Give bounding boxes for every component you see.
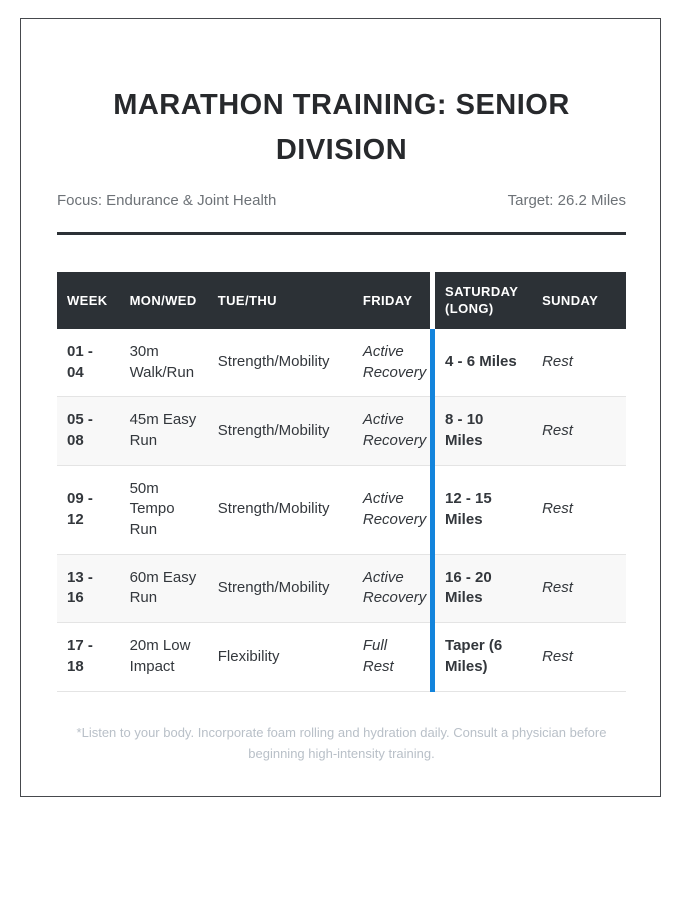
cell-friday: Active Recovery	[352, 554, 433, 624]
cell-tue-thu: Strength/Mobility	[207, 396, 353, 466]
cell-tue-thu: Strength/Mobility	[207, 554, 353, 624]
table-row-weeks-05-08: 05 - 08 45m Easy Run Strength/Mobility A…	[57, 396, 626, 466]
cell-sunday: Rest	[532, 554, 626, 624]
cell-saturday-long: 12 - 15 Miles	[430, 465, 533, 555]
cell-tue-thu: Flexibility	[207, 622, 353, 692]
table-row-weeks-17-18: 17 - 18 20m Low Impact Flexibility Full …	[57, 622, 626, 692]
table-row-weeks-01-04: 01 - 04 30m Walk/Run Strength/Mobility A…	[57, 328, 626, 398]
table-row-weeks-13-16: 13 - 16 60m Easy Run Strength/Mobility A…	[57, 554, 626, 624]
cell-tue-thu: Strength/Mobility	[207, 465, 353, 555]
cell-saturday-long: 16 - 20 Miles	[430, 554, 533, 624]
divider-rule	[57, 231, 626, 235]
table-row-weeks-09-12: 09 - 12 50m Tempo Run Strength/Mobility …	[57, 465, 626, 555]
cell-friday: Active Recovery	[352, 396, 433, 466]
cell-saturday-long: Taper (6 Miles)	[430, 622, 533, 692]
cell-week: 01 - 04	[57, 328, 120, 398]
col-header-sunday: SUNDAY	[532, 271, 626, 329]
cell-sunday: Rest	[532, 328, 626, 398]
footnote: *Listen to your body. Incorporate foam r…	[76, 724, 607, 761]
cell-tue-thu: Strength/Mobility	[207, 328, 353, 398]
cell-week: 05 - 08	[57, 396, 120, 466]
cell-saturday-long: 4 - 6 Miles	[430, 328, 533, 398]
meta-row: Focus: Endurance & Joint Health Target: …	[57, 192, 626, 209]
cell-friday: Active Recovery	[352, 328, 433, 398]
col-header-tue-thu: TUE/THU	[207, 271, 353, 329]
cell-sunday: Rest	[532, 465, 626, 555]
cell-mon-wed: 30m Walk/Run	[119, 328, 208, 398]
target-label: Target: 26.2 Miles	[507, 191, 626, 209]
training-schedule-table: WEEK MON/WED TUE/THU FRIDAY SATURDAY (LO…	[57, 271, 626, 692]
page-title: MARATHON TRAINING: SENIOR DIVISION	[113, 89, 570, 166]
table-header-row: WEEK MON/WED TUE/THU FRIDAY SATURDAY (LO…	[57, 271, 626, 329]
cell-sunday: Rest	[532, 396, 626, 466]
cell-mon-wed: 50m Tempo Run	[119, 465, 208, 555]
col-header-saturday-long: SATURDAY (LONG)	[430, 271, 533, 329]
focus-label: Focus: Endurance & Joint Health	[57, 191, 277, 209]
col-header-friday: FRIDAY	[352, 271, 433, 329]
cell-week: 13 - 16	[57, 554, 120, 624]
cell-sunday: Rest	[532, 622, 626, 692]
cell-week: 17 - 18	[57, 622, 120, 692]
cell-mon-wed: 20m Low Impact	[119, 622, 208, 692]
cell-week: 09 - 12	[57, 465, 120, 555]
cell-friday: Active Recovery	[352, 465, 433, 555]
col-header-week: WEEK	[57, 271, 120, 329]
cell-mon-wed: 60m Easy Run	[119, 554, 208, 624]
cell-mon-wed: 45m Easy Run	[119, 396, 208, 466]
cell-saturday-long: 8 - 10 Miles	[430, 396, 533, 466]
training-plan-card: MARATHON TRAINING: SENIOR DIVISION Focus…	[20, 18, 661, 797]
col-header-mon-wed: MON/WED	[119, 271, 208, 329]
cell-friday: Full Rest	[352, 622, 433, 692]
